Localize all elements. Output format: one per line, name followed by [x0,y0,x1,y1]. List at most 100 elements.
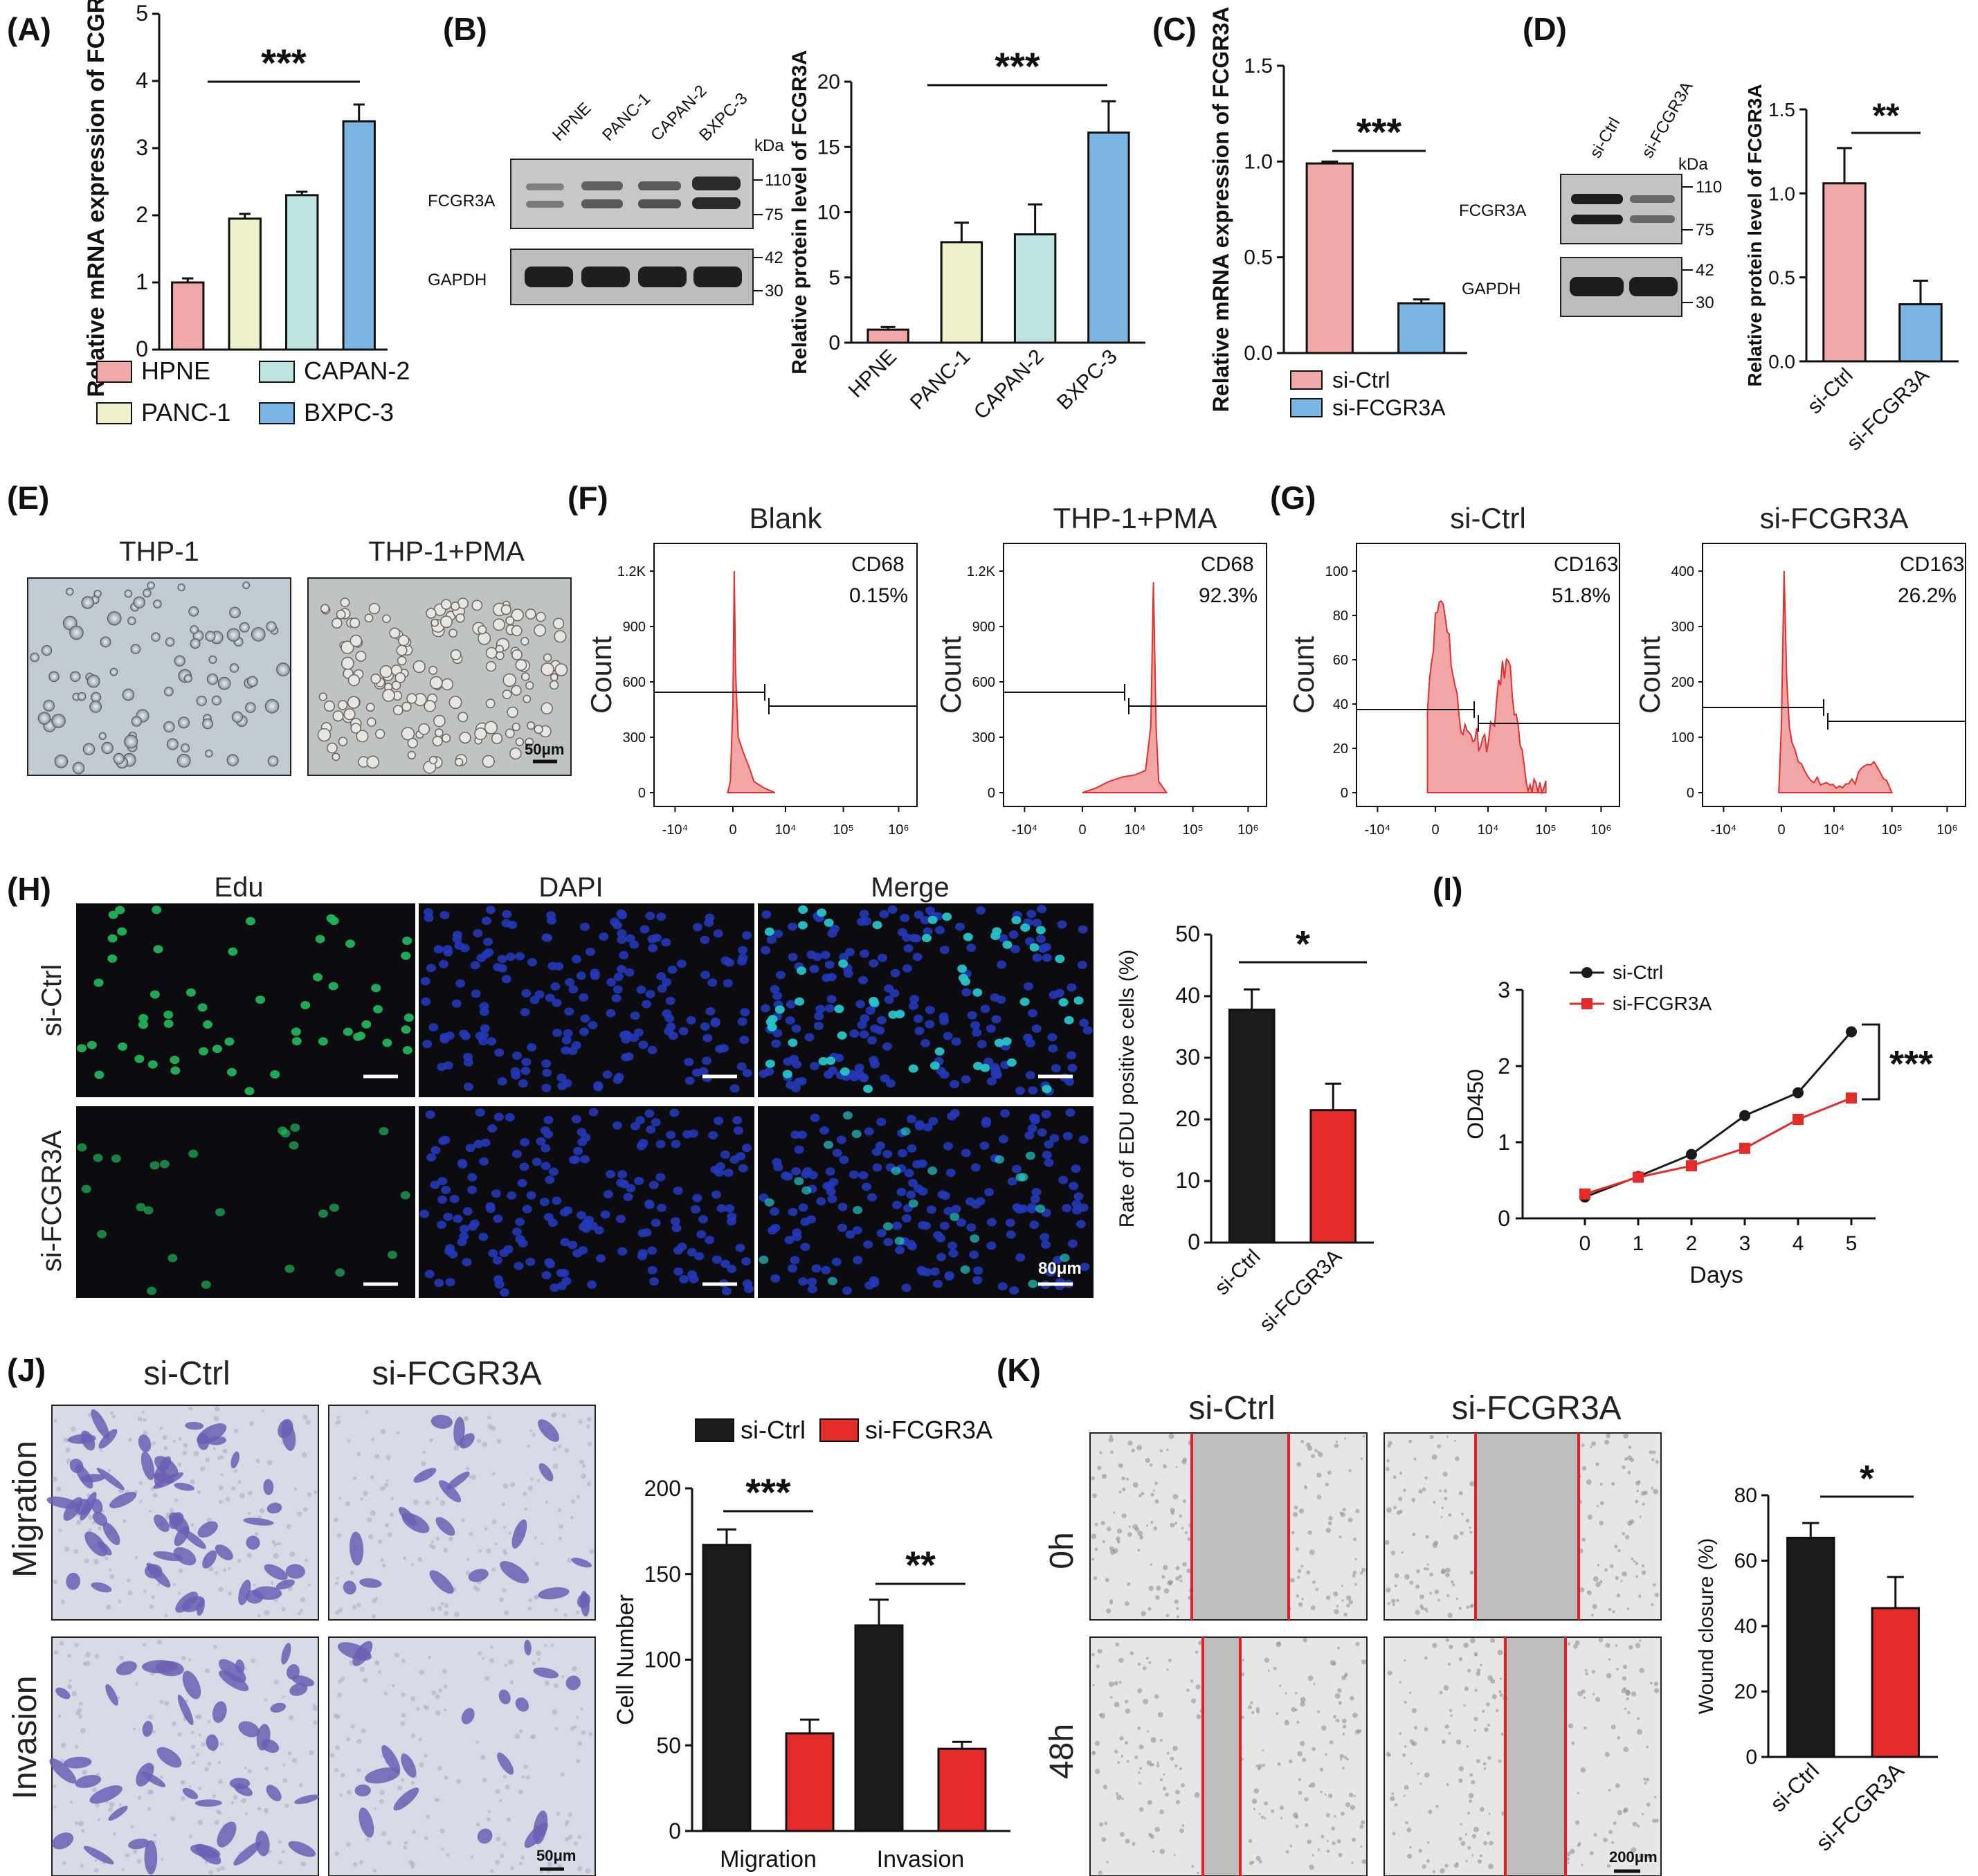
cell [1466,1744,1469,1748]
pore [502,1483,509,1489]
cell [166,738,179,750]
pore [508,1659,514,1665]
y-tick-label: 40 [1333,697,1348,712]
pore [87,1413,92,1418]
pore [195,1752,200,1757]
bar [854,1624,904,1832]
nucleus [442,945,453,954]
pore [98,1818,101,1821]
cell [1352,1570,1357,1575]
nucleus [831,1257,842,1266]
nucleus [797,1130,808,1139]
bar [342,120,376,351]
cell [318,692,327,701]
nucleus [876,1117,887,1126]
cell [511,649,523,660]
cell [1635,1643,1641,1648]
cell [1609,1564,1614,1569]
edu-nucleus [379,1127,389,1136]
edu-nucleus [1011,916,1022,925]
pore [575,1610,580,1614]
pore [444,1776,448,1780]
edu-nucleus [1058,998,1069,1007]
edu-nucleus [927,1166,938,1175]
edu-nucleus [921,934,932,943]
cell [1324,1793,1327,1796]
pore [509,1481,516,1488]
pore [71,1426,76,1432]
pore [220,1866,226,1871]
nucleus [786,1000,796,1009]
pore [159,1699,164,1704]
cell [1344,1437,1347,1440]
y-tick-label: 20 [817,71,840,93]
cell [1460,1531,1464,1535]
cell [1154,1481,1159,1486]
edu-nucleus [255,995,266,1004]
cell [1398,1497,1403,1501]
pore [345,1841,351,1847]
nucleus [471,989,481,998]
cell [521,672,530,681]
pore [148,1509,152,1513]
pore [69,1679,72,1683]
edu-nucleus [840,1067,850,1076]
pore [247,1490,253,1496]
pore [273,1679,279,1685]
cell [1465,1518,1470,1523]
nucleus [907,1115,917,1124]
y-tick-label: 60 [1333,653,1348,668]
nucleus [907,1178,918,1187]
cell [1296,1461,1302,1467]
panel-label-a: (A) [7,11,51,47]
nucleus [479,1002,489,1011]
cell [1413,1457,1417,1461]
pore [435,1694,440,1699]
nucleus [488,1249,498,1258]
nucleus [501,919,511,928]
pore [361,1728,366,1733]
cell [1117,1540,1120,1544]
cell [1444,1864,1449,1868]
nucleus [642,1000,652,1009]
nucleus [824,1070,834,1079]
nucleus [872,1163,882,1172]
nucleus [771,1039,781,1048]
nucleus [526,1191,536,1200]
nucleus [577,1137,588,1146]
cell [1291,1706,1296,1713]
cell [1332,1841,1336,1846]
y-axis-label: Relative mRNA expression of FCGR3A [1208,7,1233,413]
stained-cell [538,1463,554,1481]
cell [1327,1521,1332,1526]
pore [52,1477,57,1482]
cell [1610,1481,1615,1486]
nucleus [998,1135,1008,1144]
cell [1099,1451,1103,1454]
cell [1170,1522,1175,1528]
cell [1637,1717,1640,1720]
cell [1309,1549,1315,1555]
pore [171,1721,177,1726]
cell [502,673,516,687]
nucleus [837,1202,848,1211]
cell [338,737,348,747]
edu-nucleus [159,1160,170,1169]
x-tick-label: 10⁵ [1535,822,1557,838]
pore [589,1549,595,1555]
cell [1348,1517,1353,1523]
cell [1441,1506,1444,1510]
nucleus [735,1243,745,1252]
pore [363,1490,368,1496]
pore [58,1528,62,1533]
panel-label-g: (G) [1270,480,1316,516]
nucleus [561,1277,572,1286]
cell [350,723,361,734]
cell [1566,1861,1570,1865]
edu-nucleus [315,935,325,944]
cell [1094,1547,1098,1551]
nucleus [487,1124,498,1133]
nucleus [497,964,507,973]
significance-marker: ** [905,1543,936,1587]
cell [1094,1522,1098,1526]
